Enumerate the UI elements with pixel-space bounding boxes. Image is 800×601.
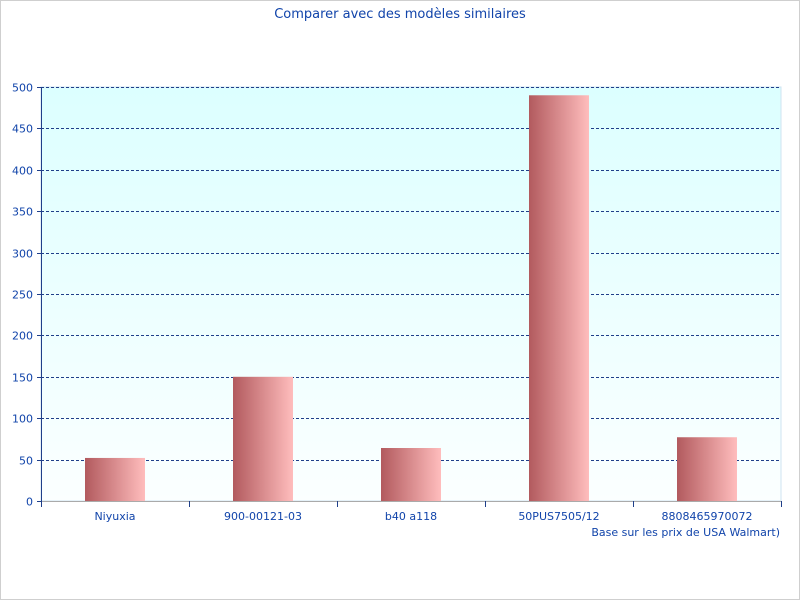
bar (677, 437, 737, 501)
chart-title: Comparer avec des modèles similaires (274, 7, 526, 22)
bar (85, 457, 145, 501)
y-tick-label: 400 (12, 165, 33, 178)
price-source-note: Base sur les prix de USA Walmart) (591, 526, 780, 539)
y-tick-label: 350 (12, 206, 33, 219)
y-tick-label: 100 (12, 413, 33, 426)
x-tick-label: 900-00121-03 (224, 510, 302, 523)
bar (381, 448, 441, 501)
y-tick-label: 200 (12, 330, 33, 343)
x-tick-labels: Niyuxia 900-00121-03 b40 a118 50PUS7505/12 8… (94, 510, 752, 523)
bar (529, 95, 589, 501)
axes (37, 87, 782, 507)
x-tick-label: 8808465970072 (662, 510, 753, 523)
bars (85, 95, 737, 501)
x-tick-label: 50PUS7505/12 (518, 510, 599, 523)
x-tick-label: b40 a118 (385, 510, 437, 523)
y-tick-label: 150 (12, 372, 33, 385)
bar (233, 376, 293, 501)
y-tick-label: 0 (26, 496, 33, 509)
x-tick-label: Niyuxia (94, 510, 135, 523)
y-tick-label: 300 (12, 248, 33, 261)
y-tick-label: 250 (12, 289, 33, 302)
y-tick-label: 500 (12, 82, 33, 95)
y-tick-label: 450 (12, 123, 33, 136)
y-tick-label: 50 (19, 455, 33, 468)
y-tick-labels: 0 50 100 150 200 250 300 350 400 450 500 (12, 82, 33, 509)
